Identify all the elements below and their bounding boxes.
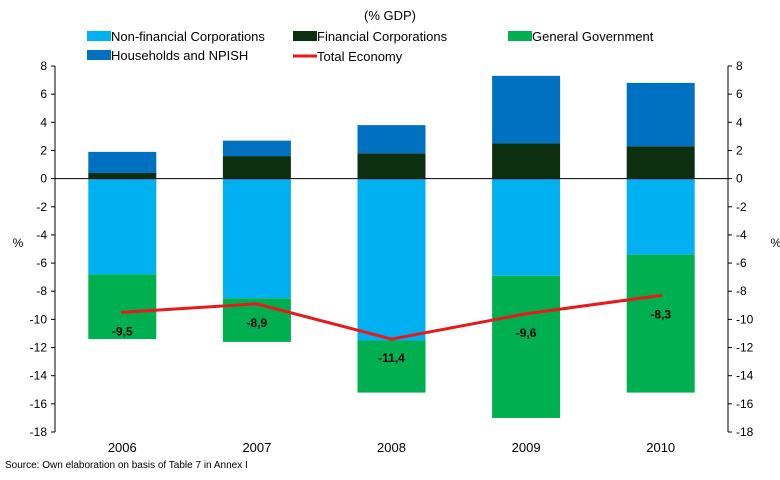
y-tick-label-right: -4 <box>736 228 747 242</box>
legend-label-total-economy: Total Economy <box>317 49 403 64</box>
y-tick-label-left: -10 <box>30 312 48 326</box>
point-total-economy-2006 <box>120 310 124 314</box>
point-total-economy-2007 <box>255 302 259 306</box>
y-tick-label-left: 2 <box>40 143 47 157</box>
x-tick-label-2008: 2008 <box>377 440 406 455</box>
legend-swatch-general-government <box>508 31 532 41</box>
bar-households-and-npish-2008 <box>357 125 426 154</box>
bar-general-government-2009 <box>492 275 561 418</box>
bar-households-and-npish-2006 <box>88 151 157 173</box>
legend-label-households-and-npish: Households and NPISH <box>111 48 248 63</box>
legend-label-financial-corporations: Financial Corporations <box>317 29 448 44</box>
bar-financial-corporations-2009 <box>492 143 561 179</box>
y-tick-label-left: -12 <box>30 341 48 355</box>
y-tick-label-right: 6 <box>736 87 743 101</box>
y-tick-label-right: -18 <box>736 425 754 439</box>
legend: Non-financial Corporations Financial Corp… <box>87 29 654 64</box>
y-tick-label-left: -14 <box>30 369 48 383</box>
y-tick-label-right: 0 <box>736 172 743 186</box>
data-label-total-economy-2007: -8,9 <box>247 316 268 330</box>
legend-swatch-households-and-npish <box>87 50 111 60</box>
legend-swatch-non-financial-corporations <box>87 31 111 41</box>
y-tick-label-left: -8 <box>36 284 47 298</box>
y-tick-label-right: -12 <box>736 341 754 355</box>
y-axis-label-right: % <box>771 236 780 250</box>
chart-subtitle: (% GDP) <box>364 8 416 23</box>
legend-label-general-government: General Government <box>532 29 654 44</box>
bar-general-government-2010 <box>626 254 695 393</box>
y-axis-label-left: % <box>13 236 24 250</box>
legend-label-non-financial-corporations: Non-financial Corporations <box>111 29 265 44</box>
bar-general-government-2008 <box>357 340 426 393</box>
y-tick-label-right: 4 <box>736 115 743 129</box>
y-tick-label-right: -8 <box>736 284 747 298</box>
y-tick-label-right: -16 <box>736 397 754 411</box>
bar-households-and-npish-2009 <box>492 75 561 144</box>
y-tick-label-left: 0 <box>40 172 47 186</box>
y-tick-label-right: -6 <box>736 256 747 270</box>
bar-households-and-npish-2007 <box>222 140 291 157</box>
source-note: Source: Own elaboration on basis of Tabl… <box>5 460 248 471</box>
y-tick-label-right: -2 <box>736 200 747 214</box>
bar-non-financial-corporations-2009 <box>492 178 561 276</box>
bar-non-financial-corporations-2006 <box>88 178 157 275</box>
bar-non-financial-corporations-2008 <box>357 178 426 341</box>
point-total-economy-2010 <box>659 293 663 297</box>
data-label-total-economy-2010: -8,3 <box>650 307 671 321</box>
bar-non-financial-corporations-2007 <box>222 178 291 299</box>
bar-financial-corporations-2010 <box>626 146 695 179</box>
bar-households-and-npish-2010 <box>626 82 695 147</box>
y-tick-label-left: -4 <box>36 228 47 242</box>
bar-financial-corporations-2008 <box>357 153 426 179</box>
y-tick-label-left: -16 <box>30 397 48 411</box>
legend-swatch-financial-corporations <box>293 31 317 41</box>
data-label-total-economy-2006: -9,5 <box>112 324 133 338</box>
x-tick-label-2006: 2006 <box>108 440 137 455</box>
y-tick-label-left: -6 <box>36 256 47 270</box>
point-total-economy-2009 <box>524 312 528 316</box>
x-tick-label-2007: 2007 <box>242 440 271 455</box>
y-tick-label-right: -14 <box>736 369 754 383</box>
bar-non-financial-corporations-2010 <box>626 178 695 255</box>
y-tick-label-left: -2 <box>36 200 47 214</box>
data-label-total-economy-2009: -9,6 <box>516 326 537 340</box>
bar-financial-corporations-2006 <box>88 172 157 179</box>
plot-area: 8 8 6 6 4 4 2 2 0 0 -2 -2 -4 -4 -6 -6 -8 -8 -10 -10 -12 -12 -1… <box>30 59 754 455</box>
y-tick-label-left: -18 <box>30 425 48 439</box>
bar-general-government-2006 <box>88 274 157 340</box>
x-tick-label-2009: 2009 <box>512 440 541 455</box>
y-tick-label-left: 6 <box>40 87 47 101</box>
y-tick-label-right: -10 <box>736 312 754 326</box>
y-tick-label-right: 8 <box>736 59 743 73</box>
y-tick-label-right: 2 <box>736 143 743 157</box>
point-total-economy-2008 <box>390 337 393 341</box>
y-tick-label-left: 8 <box>40 59 47 73</box>
bar-financial-corporations-2007 <box>222 156 291 179</box>
y-tick-label-left: 4 <box>40 115 47 129</box>
x-tick-label-2010: 2010 <box>646 440 675 455</box>
data-label-total-economy-2008: -11,4 <box>378 351 405 365</box>
